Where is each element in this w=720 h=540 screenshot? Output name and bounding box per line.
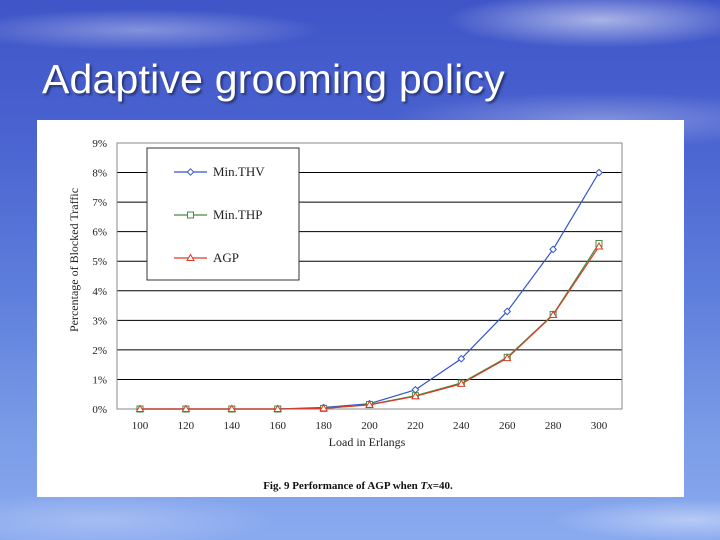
data-point — [273, 404, 283, 412]
data-point — [135, 404, 145, 412]
data-point — [227, 404, 237, 412]
data-point — [186, 168, 195, 176]
x-tick-label: 140 — [224, 420, 241, 432]
x-tick-labels: 100 120 140 160 180 200 220 240 260 280 300 — [132, 420, 608, 432]
y-tick-label: 7% — [92, 197, 107, 209]
figure-caption: Fig. 9 Performance of AGP when Tx=40. — [263, 480, 453, 492]
y-tick-label: 0% — [92, 404, 107, 416]
x-tick-label: 280 — [545, 420, 562, 432]
chart-figure: 0% 1% 2% 3% 4% 5% 6% 7% 8% 9% 100 120 140 160 180 200 2… — [37, 120, 684, 497]
data-point — [594, 241, 604, 250]
data-point — [595, 168, 603, 177]
x-tick-label: 240 — [453, 420, 470, 432]
x-tick-label: 300 — [591, 420, 608, 432]
data-point — [549, 245, 558, 254]
data-point — [548, 310, 558, 319]
data-point — [187, 211, 194, 219]
y-tick-label: 6% — [92, 227, 107, 239]
legend: Min.THV Min.THP AGP — [146, 147, 300, 281]
data-point — [457, 354, 466, 363]
data-point — [365, 400, 374, 408]
y-axis-label: Percentage of Blocked Traffic — [67, 188, 81, 332]
x-tick-label: 100 — [132, 420, 149, 432]
x-tick-label: 260 — [499, 420, 516, 432]
y-tick-label: 4% — [92, 286, 107, 298]
data-point — [186, 253, 195, 261]
data-point — [319, 403, 328, 412]
data-point — [181, 404, 191, 412]
y-tick-labels: 0% 1% 2% 3% 4% 5% 6% 7% 8% 9% — [92, 138, 107, 416]
slide-title: Adaptive grooming policy — [42, 56, 505, 102]
y-tick-label: 1% — [92, 374, 107, 386]
legend-box — [146, 147, 300, 281]
y-tick-label: 9% — [92, 138, 107, 150]
legend-label: Min.THP — [213, 207, 262, 222]
x-axis-label: Load in Erlangs — [329, 435, 406, 449]
x-tick-label: 160 — [269, 420, 286, 432]
data-point — [502, 353, 512, 362]
x-tick-label: 120 — [178, 420, 195, 432]
y-tick-label: 5% — [92, 256, 107, 268]
plot-border — [116, 142, 623, 410]
y-tick-label: 2% — [92, 345, 107, 357]
y-tick-label: 8% — [92, 168, 107, 180]
data-point — [503, 307, 512, 316]
plot-frame — [116, 142, 623, 410]
x-tick-label: 200 — [361, 420, 378, 432]
x-tick-label: 180 — [315, 420, 332, 432]
legend-label: AGP — [213, 250, 239, 265]
data-point — [456, 379, 466, 387]
series-lines — [135, 168, 604, 413]
data-point — [411, 391, 420, 400]
chart-svg: 0% 1% 2% 3% 4% 5% 6% 7% 8% 9% 100 120 140 160 180 200 2… — [67, 138, 623, 492]
x-tick-label: 220 — [407, 420, 424, 432]
y-tick-label: 3% — [92, 315, 107, 327]
legend-label: Min.THV — [213, 164, 265, 179]
